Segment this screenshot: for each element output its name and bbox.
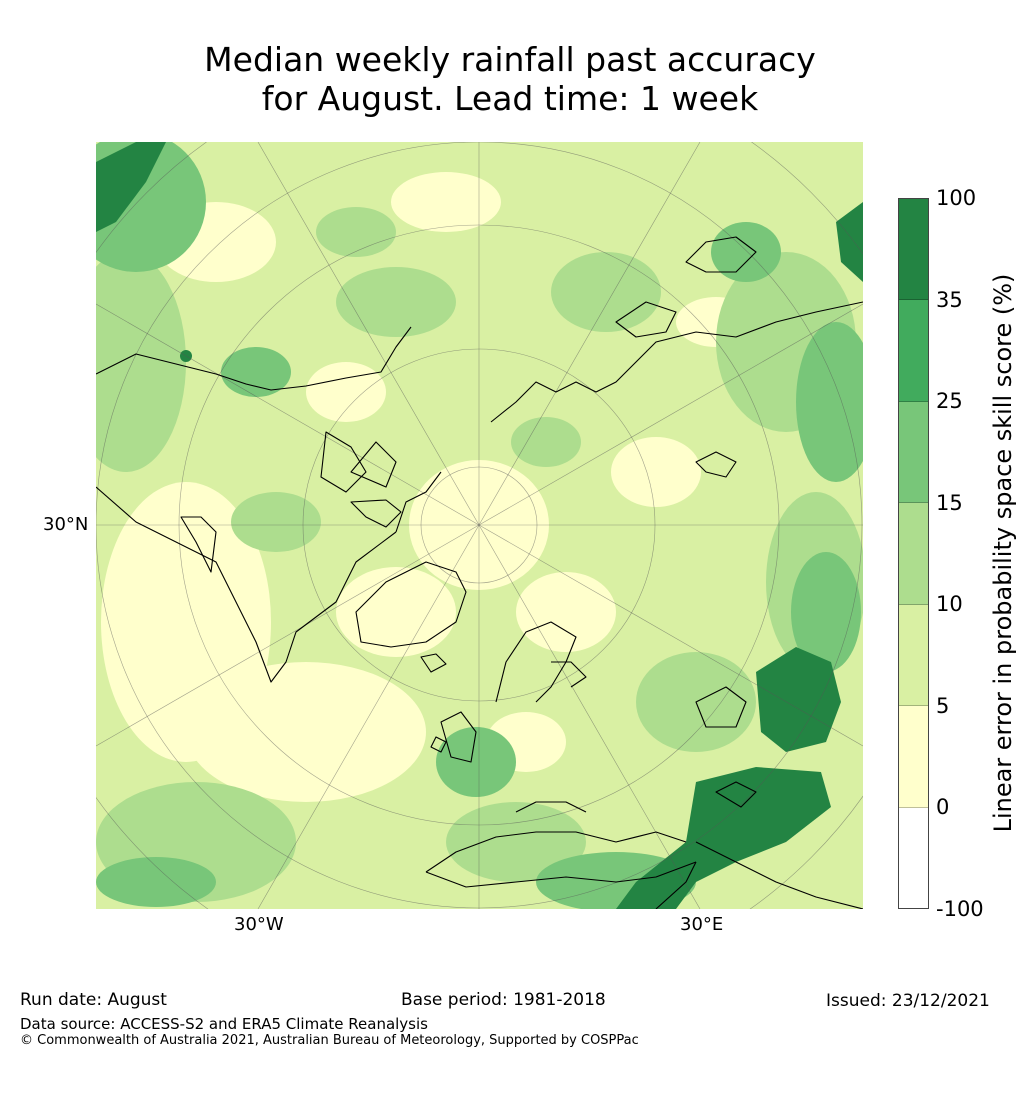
colorbar-bin-15-25 <box>899 401 928 504</box>
colorbar-tick: 10 <box>936 592 963 616</box>
colorbar-bin-5-10 <box>899 604 928 707</box>
copyright: © Commonwealth of Australia 2021, Austra… <box>20 1033 639 1048</box>
colorbar-tick: 100 <box>936 186 977 210</box>
polar-skill-map <box>96 142 863 909</box>
colorbar-bin-10-15 <box>899 503 928 605</box>
colorbar-label: Linear error in probability space skill … <box>989 273 1017 833</box>
colorbar <box>898 198 929 909</box>
colorbar-tick: 5 <box>936 694 950 718</box>
data-source: Data source: ACCESS-S2 and ERA5 Climate … <box>20 1015 428 1033</box>
colorbar-tick: 0 <box>936 795 950 819</box>
coastlines <box>96 236 863 909</box>
map-title: Median weekly rainfall past accuracy for… <box>0 40 1020 118</box>
graticule <box>96 142 863 909</box>
colorbar-bin-0-5 <box>899 706 928 808</box>
high-skill-regions <box>96 142 863 909</box>
issued-date: Issued: 23/12/2021 <box>826 991 990 1011</box>
colorbar-bin-neg100-0 <box>899 807 928 908</box>
colorbar-tick: -100 <box>936 897 984 921</box>
low-skill-regions <box>101 172 756 802</box>
lon-label-30e: 30°E <box>680 914 724 935</box>
colorbar-tick: 15 <box>936 491 963 515</box>
lon-label-30w: 30°W <box>234 914 284 935</box>
run-date: Run date: August <box>20 990 167 1010</box>
lat-label-30n: 30°N <box>43 514 89 535</box>
title-line-2: for August. Lead time: 1 week <box>261 79 759 118</box>
colorbar-bin-25-35 <box>899 300 928 402</box>
colorbar-bin-35-100 <box>899 199 928 301</box>
colorbar-tick: 25 <box>936 389 963 413</box>
base-period: Base period: 1981-2018 <box>401 990 606 1010</box>
title-line-1: Median weekly rainfall past accuracy <box>204 40 816 79</box>
colorbar-tick: 35 <box>936 288 963 312</box>
